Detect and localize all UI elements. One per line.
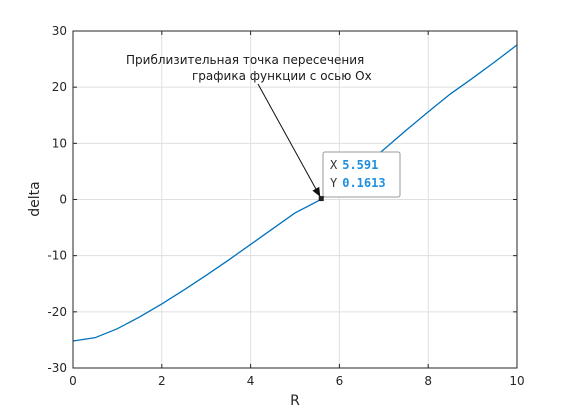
svg-text:Y0.1613: Y 0.1613 — [330, 176, 386, 190]
x-tick-label: 4 — [247, 374, 255, 388]
y-tick-label: -30 — [47, 361, 67, 375]
x-tick-label: 0 — [69, 374, 77, 388]
annotation: Приблизительная точка пересечения график… — [126, 53, 372, 198]
y-tick-label: 30 — [52, 24, 67, 38]
y-tick-label: -20 — [47, 305, 67, 319]
svg-text:X5.591: X 5.591 — [330, 158, 378, 172]
x-axis-label: R — [290, 393, 300, 409]
annotation-arrow-head — [312, 186, 321, 197]
data-tip-x-key: X — [330, 158, 338, 172]
y-axis-label: delta — [27, 181, 43, 216]
data-tip-x-value: 5.591 — [342, 158, 378, 172]
x-tick-label: 6 — [336, 374, 344, 388]
annotation-arrow-line — [257, 83, 321, 198]
data-tip-y-value: 0.1613 — [342, 176, 385, 190]
data-tip-box — [322, 151, 401, 198]
annotation-line-1: Приблизительная точка пересечения — [126, 53, 364, 67]
series-line — [72, 44, 518, 342]
ticks: 0 2 4 6 8 10 -30 -20 -10 0 10 20 30 — [47, 24, 524, 388]
x-tick-label: 10 — [509, 374, 524, 388]
data-tip-y-key: Y — [330, 176, 338, 190]
series-group — [72, 44, 518, 342]
y-tick-label: -10 — [47, 249, 67, 263]
x-tick-label: 2 — [158, 374, 166, 388]
x-tick-label: 8 — [424, 374, 432, 388]
annotation-line-2: графика функции с осью Ox — [192, 69, 372, 83]
y-tick-label: 10 — [52, 136, 67, 150]
y-tick-label: 20 — [52, 80, 67, 94]
data-tip-marker[interactable] — [318, 196, 324, 202]
data-tip[interactable]: X 5.591 Y 0.1613 — [318, 151, 401, 202]
y-tick-label: 0 — [59, 193, 67, 207]
